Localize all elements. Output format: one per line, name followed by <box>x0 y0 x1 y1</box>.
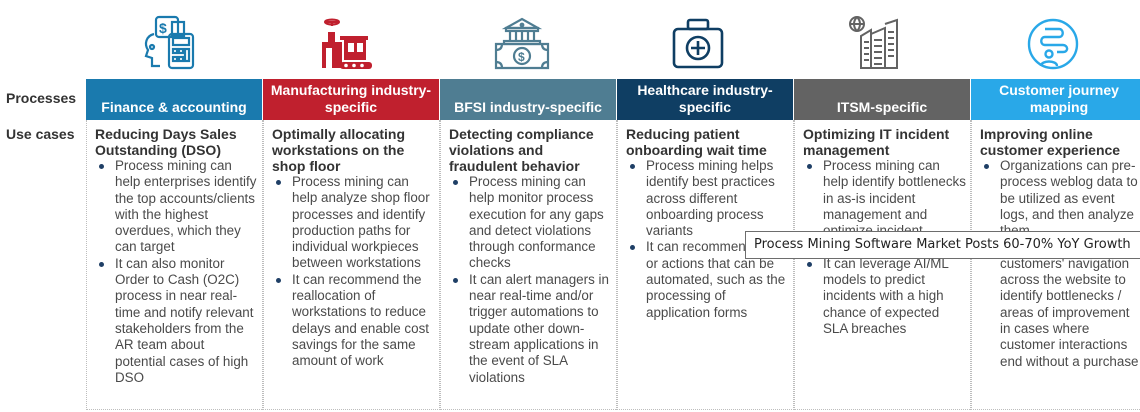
use-case-title: Detecting compliance violations and frau… <box>449 126 594 174</box>
use-case-title: Improving online customer experience <box>980 126 1121 158</box>
process-header-bfsi: BFSI industry-specific <box>440 79 616 120</box>
row-label-use-cases: Use cases <box>6 126 75 142</box>
use-case-bullets: Process mining can help monitor process … <box>449 174 612 386</box>
use-case-bfsi: Detecting compliance violations and frau… <box>440 120 617 410</box>
use-case-manufacturing: Optimally allocating workstations on the… <box>263 120 440 410</box>
process-header-itsm: ITSM-specific <box>794 79 970 120</box>
medical-kit-icon <box>672 18 724 69</box>
bullet-item: They can also track customers' navigatio… <box>980 239 1140 369</box>
bullet-item: It can also monitor Order to Cash (O2C) … <box>95 256 258 386</box>
use-case-customer-journey: Improving online customer experience Org… <box>971 120 1140 410</box>
customer-journey-icon <box>1027 18 1079 70</box>
image-title-tooltip: Process Mining Software Market Posts 60-… <box>745 231 1140 259</box>
use-case-bullets: Process mining can help analyze shop flo… <box>272 174 435 370</box>
bullet-item: Process mining can help analyze shop flo… <box>272 174 435 272</box>
row-label-processes: Processes <box>6 90 77 106</box>
bullet-item: Process mining helps identify best pract… <box>626 158 789 239</box>
bullet-item: It can recommend the reallocation of wor… <box>272 272 435 370</box>
svg-text:$: $ <box>159 20 167 36</box>
process-header-healthcare: Healthcare industry- specific <box>617 79 793 120</box>
bullet-item: Process mining can help monitor process … <box>449 174 612 272</box>
bullet-item: Organizations can pre-process weblog dat… <box>980 158 1140 239</box>
use-case-itsm: Optimizing IT incident management Proces… <box>794 120 971 410</box>
bank-money-icon: $ <box>494 17 550 70</box>
use-case-bullets: Organizations can pre-process weblog dat… <box>980 158 1140 370</box>
bullet-item: It can alert managers in near real-time … <box>449 272 612 386</box>
use-case-title: Reducing Days Sales Outstanding (DSO) <box>95 126 237 158</box>
process-header-customer-journey: Customer journey mapping <box>971 79 1140 120</box>
buildings-globe-icon <box>849 16 898 69</box>
use-case-title: Reducing patient onboarding wait time <box>626 126 767 158</box>
use-case-title: Optimally allocating workstations on the… <box>272 126 406 174</box>
bullet-item: Process mining can help enterprises iden… <box>95 158 258 256</box>
use-case-healthcare: Reducing patient onboarding wait time Pr… <box>617 120 794 410</box>
factory-icon <box>322 18 372 69</box>
bullet-item: It can leverage AI/ML models to predict … <box>803 256 966 337</box>
process-header-finance: Finance & accounting <box>86 79 262 120</box>
use-case-title: Optimizing IT incident management <box>803 126 950 158</box>
svg-text:$: $ <box>518 50 525 64</box>
table-bottom-border <box>86 409 1140 411</box>
finance-calculator-icon: $ <box>144 15 195 70</box>
process-header-manufacturing: Manufacturing industry-specific <box>263 79 439 120</box>
use-case-finance: Reducing Days Sales Outstanding (DSO) Pr… <box>86 120 263 410</box>
use-case-bullets: Process mining can help enterprises iden… <box>95 158 258 386</box>
